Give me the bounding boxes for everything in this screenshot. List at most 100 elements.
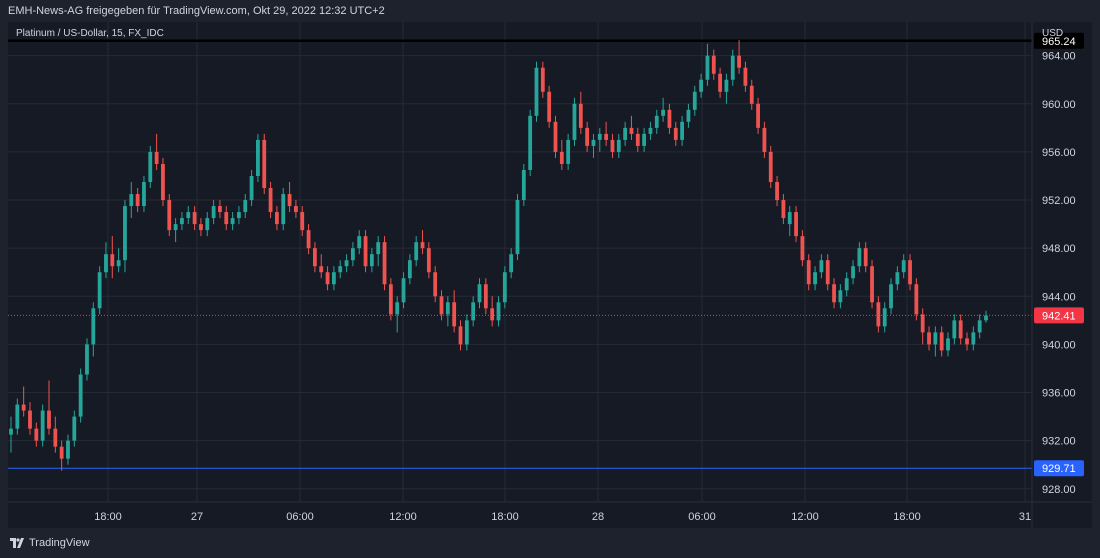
candle[interactable]: [452, 290, 457, 333]
symbol-legend[interactable]: Platinum / US-Dollar, 15, FX_IDC: [16, 28, 164, 39]
candle[interactable]: [699, 73, 703, 98]
candle[interactable]: [680, 115, 685, 146]
candle[interactable]: [21, 386, 26, 417]
candle[interactable]: [458, 320, 463, 351]
candle[interactable]: [775, 175, 779, 207]
candle[interactable]: [984, 310, 988, 323]
candle[interactable]: [331, 266, 336, 291]
candle[interactable]: [205, 212, 210, 237]
candle[interactable]: [604, 121, 609, 146]
candle[interactable]: [559, 139, 564, 170]
candle[interactable]: [471, 296, 476, 327]
candle[interactable]: [762, 121, 767, 158]
candle[interactable]: [116, 248, 121, 273]
currency-label[interactable]: USD: [1042, 28, 1064, 39]
candle[interactable]: [40, 404, 45, 447]
candle[interactable]: [135, 188, 140, 213]
candle[interactable]: [287, 182, 292, 213]
candle[interactable]: [186, 206, 191, 225]
candle[interactable]: [914, 278, 919, 321]
candle[interactable]: [946, 332, 950, 357]
candle[interactable]: [711, 49, 716, 80]
candle[interactable]: [192, 206, 197, 231]
candle[interactable]: [730, 49, 735, 86]
candle[interactable]: [407, 254, 412, 285]
candle[interactable]: [306, 224, 311, 255]
candle[interactable]: [521, 163, 526, 207]
candle[interactable]: [616, 133, 621, 158]
candle[interactable]: [635, 127, 640, 152]
candle[interactable]: [173, 218, 178, 243]
candle[interactable]: [350, 242, 355, 267]
candle[interactable]: [642, 127, 647, 152]
candle[interactable]: [496, 296, 501, 327]
candle[interactable]: [426, 242, 431, 279]
candle[interactable]: [199, 218, 203, 237]
candle[interactable]: [813, 266, 817, 291]
candle[interactable]: [483, 278, 488, 315]
candle[interactable]: [28, 402, 32, 435]
candle[interactable]: [59, 440, 64, 471]
candle[interactable]: [718, 67, 722, 98]
candle[interactable]: [66, 434, 70, 465]
candle[interactable]: [623, 121, 628, 146]
candle[interactable]: [154, 133, 159, 170]
candle[interactable]: [34, 422, 39, 447]
candle[interactable]: [724, 73, 729, 104]
candle[interactable]: [705, 43, 710, 86]
candle[interactable]: [629, 115, 634, 140]
candle[interactable]: [237, 206, 241, 225]
candle[interactable]: [540, 61, 545, 98]
candle[interactable]: [439, 290, 444, 321]
candle[interactable]: [477, 278, 482, 309]
candle[interactable]: [433, 266, 438, 303]
candle[interactable]: [870, 260, 874, 309]
candle[interactable]: [357, 230, 362, 255]
candle[interactable]: [161, 157, 165, 207]
candle[interactable]: [363, 230, 368, 273]
candle[interactable]: [743, 61, 748, 92]
candle[interactable]: [224, 206, 229, 231]
candle[interactable]: [338, 260, 343, 279]
candle[interactable]: [819, 254, 824, 279]
candle[interactable]: [686, 103, 691, 128]
candle[interactable]: [971, 326, 976, 351]
candle[interactable]: [673, 121, 678, 146]
candle[interactable]: [490, 296, 495, 327]
candle[interactable]: [927, 326, 931, 351]
candle[interactable]: [882, 302, 887, 333]
candle[interactable]: [547, 85, 552, 128]
candle[interactable]: [977, 314, 982, 339]
candle[interactable]: [553, 115, 558, 158]
candle[interactable]: [218, 200, 222, 219]
candle[interactable]: [262, 133, 267, 195]
candle[interactable]: [243, 194, 248, 219]
candle[interactable]: [534, 61, 539, 122]
candle[interactable]: [661, 97, 666, 122]
candle[interactable]: [401, 272, 406, 309]
candle[interactable]: [863, 242, 868, 273]
candle[interactable]: [566, 133, 571, 170]
candle[interactable]: [844, 272, 849, 297]
candle[interactable]: [958, 314, 963, 345]
candle[interactable]: [756, 97, 760, 134]
candle[interactable]: [275, 206, 279, 231]
candle[interactable]: [9, 416, 13, 453]
candle[interactable]: [344, 254, 349, 273]
candle[interactable]: [597, 127, 602, 152]
candle[interactable]: [737, 40, 741, 74]
candle[interactable]: [876, 296, 881, 333]
candle[interactable]: [610, 133, 615, 158]
candle[interactable]: [420, 230, 425, 255]
candle[interactable]: [123, 200, 127, 273]
candle[interactable]: [787, 206, 792, 237]
candle[interactable]: [325, 266, 330, 291]
candle[interactable]: [464, 314, 469, 351]
candle[interactable]: [230, 212, 235, 231]
candle[interactable]: [142, 175, 146, 213]
candle[interactable]: [180, 212, 184, 231]
candle[interactable]: [312, 242, 317, 273]
candle[interactable]: [648, 121, 653, 140]
candle[interactable]: [838, 284, 843, 309]
candle[interactable]: [249, 169, 254, 207]
